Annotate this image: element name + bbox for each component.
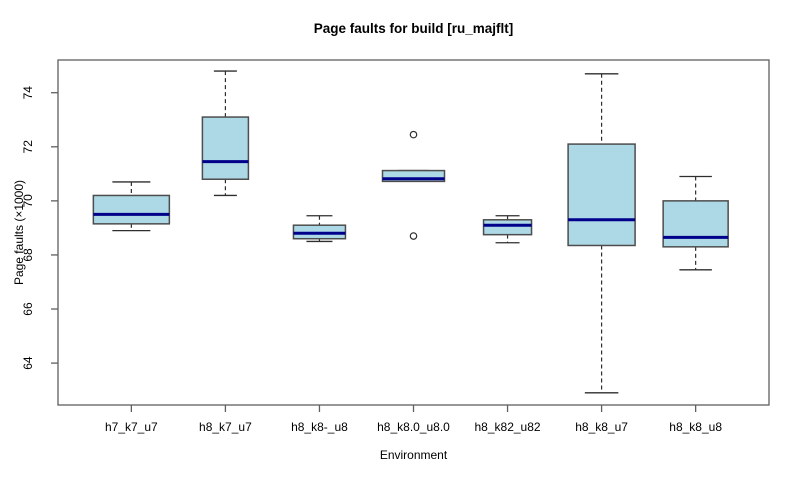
y-tick-label: 72 — [21, 140, 35, 154]
x-tick-label: h8_k82_u82 — [475, 420, 541, 434]
x-tick-label: h8_k8_u8 — [669, 420, 722, 434]
box-iqr — [201, 116, 250, 180]
y-tick-label: 74 — [21, 86, 35, 100]
y-tick-label: 66 — [21, 302, 35, 316]
y-tick-label: 70 — [21, 194, 35, 208]
chart-title: Page faults for build [ru_majflt] — [313, 21, 514, 36]
box-iqr — [92, 194, 171, 225]
box-iqr — [482, 219, 533, 236]
x-tick-label: h8_k7_u7 — [199, 420, 252, 434]
x-tick-label: h8_k8-_u8 — [291, 420, 348, 434]
x-tick-label: h8_k8.0_u8.0 — [377, 420, 450, 434]
x-axis-title: Environment — [379, 448, 448, 462]
box-iqr — [567, 143, 636, 247]
outlier-point — [409, 232, 418, 240]
box-iqr — [381, 169, 446, 183]
outlier-point — [409, 130, 418, 139]
x-tick-label: h8_k8_u7 — [575, 420, 628, 434]
x-tick-label: h7_k7_u7 — [105, 420, 158, 434]
box-iqr — [662, 200, 729, 248]
y-tick-label: 68 — [21, 248, 35, 262]
y-tick-label: 64 — [21, 356, 35, 370]
